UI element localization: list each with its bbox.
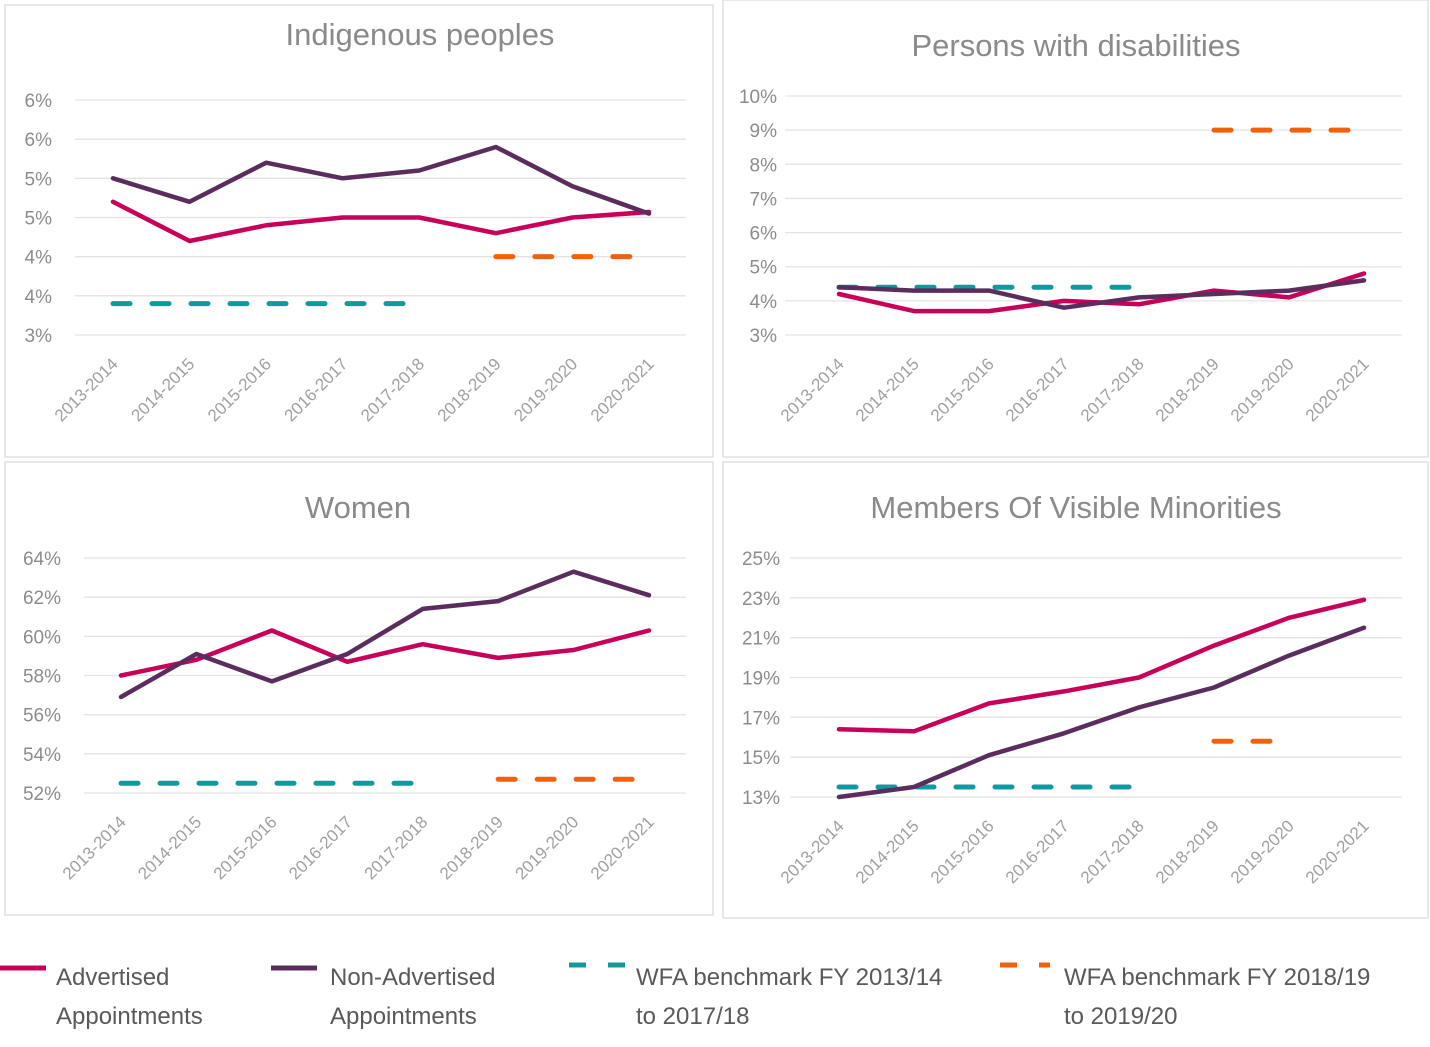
y-tick-label: 21% [742, 629, 780, 650]
panel-frame [4, 461, 714, 916]
y-tick-label: 23% [742, 589, 780, 610]
chart-title: Persons with disabilities [911, 28, 1240, 63]
legend-label: Advertised [56, 964, 169, 991]
chart-title: Members Of Visible Minorities [870, 490, 1281, 525]
y-tick-label: 19% [742, 669, 780, 690]
series-line-non_advertised [836, 278, 1367, 310]
legend-label: to 2019/20 [1064, 1003, 1177, 1030]
panel-frame [722, 0, 1429, 458]
y-tick-label: 52% [23, 784, 61, 805]
series-line-advertised [118, 628, 652, 678]
legend-item-bench2: WFA benchmark FY 2018/19 to 2019/20 [1000, 962, 1370, 1030]
y-tick-label: 5% [25, 169, 53, 190]
chart-panel-disabilities: Persons with disabilities 3% 4% 5% 6% 7% 8% 9% 1… [722, 0, 1429, 458]
y-tick-label: 6% [25, 91, 53, 112]
legend-label: Appointments [56, 1003, 203, 1030]
legend: Advertised Appointments Non-Advertised Appo… [0, 962, 1370, 1030]
chart-title: Women [305, 490, 411, 525]
y-tick-label: 17% [742, 708, 780, 729]
y-tick-label: 4% [25, 248, 53, 269]
legend-item-advertised: Advertised Appointments [0, 964, 203, 1030]
y-tick-label: 25% [742, 549, 780, 570]
y-tick-label: 6% [25, 130, 53, 151]
legend-label: Appointments [330, 1003, 477, 1030]
series-line-non_advertised [118, 569, 652, 700]
y-tick-label: 10% [739, 87, 777, 108]
y-tick-label: 13% [742, 788, 780, 809]
legend-item-bench1: WFA benchmark FY 2013/14 to 2017/18 [569, 962, 942, 1030]
y-tick-label: 15% [742, 748, 780, 769]
legend-label: Non-Advertised [330, 964, 495, 991]
legend-label: WFA benchmark FY 2018/19 [1064, 964, 1370, 991]
y-tick-label: 60% [23, 627, 61, 648]
series-line-non_advertised [110, 144, 652, 216]
chart-title: Indigenous peoples [286, 17, 555, 52]
legend-label: to 2017/18 [636, 1003, 749, 1030]
y-tick-label: 6% [750, 224, 778, 245]
legend-item-non_advertised: Non-Advertised Appointments [271, 964, 495, 1030]
chart-panel-visible_minorities: Members Of Visible Minorities 13% 15% 17% 19… [722, 461, 1429, 919]
y-tick-label: 54% [23, 745, 61, 766]
series-line-advertised [110, 199, 652, 244]
y-tick-label: 8% [750, 155, 778, 176]
y-tick-label: 4% [25, 287, 53, 308]
y-tick-label: 56% [23, 706, 61, 727]
y-tick-label: 5% [750, 258, 778, 279]
chart-panels: Indigenous peoples3%4%4%5%5%6%6%2013-201… [4, 0, 1429, 919]
panel-frame [4, 4, 714, 458]
series-line-non_advertised [836, 625, 1367, 800]
y-tick-label: 64% [23, 549, 61, 570]
chart-panel-indigenous: Indigenous peoples3%4%4%5%5%6%6%2013-201… [4, 4, 714, 458]
series-line-advertised [836, 597, 1367, 734]
legend-label: WFA benchmark FY 2013/14 [636, 964, 942, 991]
y-tick-label: 5% [25, 209, 53, 230]
y-tick-label: 4% [750, 292, 778, 313]
y-tick-label: 7% [750, 189, 778, 210]
y-tick-label: 3% [25, 326, 53, 347]
y-tick-label: 62% [23, 588, 61, 609]
y-tick-label: 3% [750, 326, 778, 347]
y-tick-label: 58% [23, 667, 61, 688]
y-tick-label: 9% [750, 121, 778, 142]
